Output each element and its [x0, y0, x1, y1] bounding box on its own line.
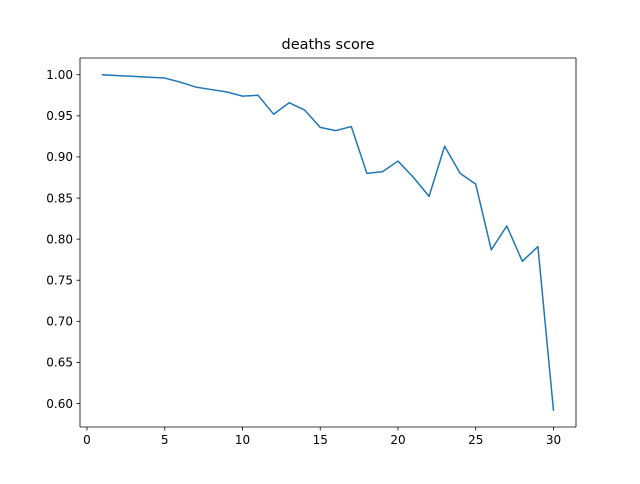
plot-area: [80, 58, 576, 427]
y-tick-label: 0.70: [46, 315, 73, 329]
y-tick-label: 0.85: [46, 191, 73, 205]
x-tick-label: 5: [161, 433, 169, 447]
y-tick-label: 0.75: [46, 274, 73, 288]
y-tick-label: 0.60: [46, 397, 73, 411]
chart-title: deaths score: [281, 37, 374, 53]
x-tick-label: 30: [546, 433, 561, 447]
y-tick-label: 0.65: [46, 356, 73, 370]
y-tick-label: 0.80: [46, 232, 73, 246]
y-tick-label: 0.95: [46, 109, 73, 123]
x-tick-label: 15: [313, 433, 328, 447]
x-tick-label: 0: [83, 433, 91, 447]
x-tick-label: 10: [235, 433, 250, 447]
y-tick-label: 0.90: [46, 150, 73, 164]
axes-background: [80, 58, 576, 427]
x-tick-label: 25: [468, 433, 483, 447]
x-tick-label: 20: [390, 433, 405, 447]
y-tick-label: 1.00: [46, 68, 73, 82]
